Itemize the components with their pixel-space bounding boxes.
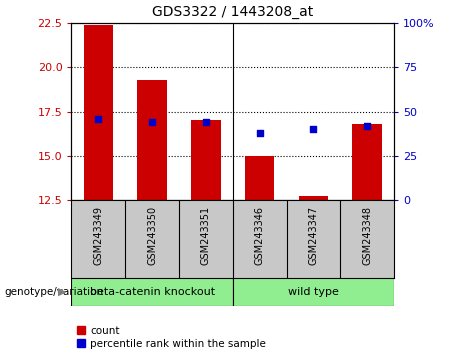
Text: ▶: ▶	[59, 287, 67, 297]
Legend: count, percentile rank within the sample: count, percentile rank within the sample	[77, 326, 266, 349]
Bar	[299, 196, 328, 200]
Text: GSM243346: GSM243346	[254, 206, 265, 265]
Bar	[83, 25, 113, 200]
Point	[202, 119, 210, 125]
Text: GSM243348: GSM243348	[362, 206, 372, 265]
Point	[364, 123, 371, 129]
Text: GSM243349: GSM243349	[93, 206, 103, 265]
Bar	[245, 156, 274, 200]
Bar	[353, 124, 382, 200]
Bar	[137, 80, 167, 200]
Text: wild type: wild type	[288, 287, 339, 297]
Bar	[71, 278, 233, 306]
Text: beta-catenin knockout: beta-catenin knockout	[89, 287, 215, 297]
Point	[148, 119, 156, 125]
Point	[310, 126, 317, 132]
Title: GDS3322 / 1443208_at: GDS3322 / 1443208_at	[152, 5, 313, 19]
Text: genotype/variation: genotype/variation	[5, 287, 104, 297]
Text: GSM243347: GSM243347	[308, 206, 319, 266]
Bar	[191, 120, 221, 200]
Text: GSM243351: GSM243351	[201, 206, 211, 266]
Bar	[233, 278, 394, 306]
Point	[256, 130, 263, 136]
Point	[95, 116, 102, 121]
Text: GSM243350: GSM243350	[147, 206, 157, 266]
